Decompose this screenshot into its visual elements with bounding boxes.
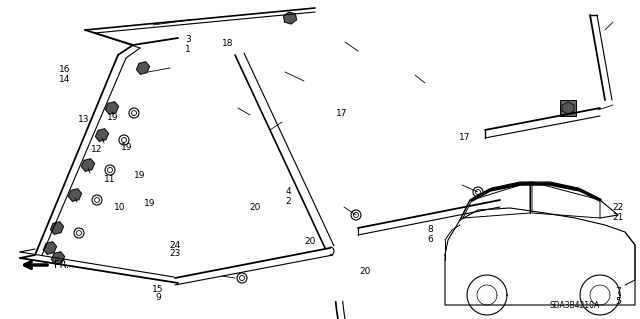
Text: 12: 12 (92, 145, 102, 153)
Text: 13: 13 (78, 115, 90, 123)
Text: 20: 20 (304, 236, 316, 246)
Text: 21: 21 (612, 212, 624, 221)
Polygon shape (106, 102, 118, 114)
Text: SDA3B4210A: SDA3B4210A (550, 301, 600, 310)
Polygon shape (136, 62, 150, 74)
Polygon shape (68, 189, 81, 201)
Text: 16: 16 (60, 64, 71, 73)
Text: 19: 19 (108, 113, 119, 122)
Text: 2: 2 (285, 197, 291, 205)
Text: 11: 11 (104, 174, 116, 183)
Text: 22: 22 (612, 203, 623, 211)
Text: 19: 19 (134, 172, 146, 181)
Text: 24: 24 (170, 241, 180, 250)
Text: 9: 9 (155, 293, 161, 301)
Text: 3: 3 (185, 34, 191, 43)
Polygon shape (51, 252, 65, 264)
Text: 20: 20 (250, 203, 260, 211)
Text: 5: 5 (615, 296, 621, 306)
Text: 17: 17 (460, 132, 471, 142)
Text: 18: 18 (222, 40, 234, 48)
Polygon shape (81, 159, 95, 171)
Text: 14: 14 (60, 75, 70, 84)
Text: 15: 15 (152, 285, 164, 293)
Polygon shape (95, 129, 109, 141)
Text: 4: 4 (285, 188, 291, 197)
Bar (560, 100, 576, 116)
Polygon shape (51, 222, 63, 234)
Polygon shape (284, 12, 296, 24)
Text: 23: 23 (170, 249, 180, 258)
Text: 6: 6 (427, 234, 433, 243)
Text: 10: 10 (115, 203, 125, 211)
Text: 19: 19 (144, 199, 156, 209)
Text: 1: 1 (185, 44, 191, 54)
Text: 19: 19 (121, 143, 132, 152)
Text: 20: 20 (359, 266, 371, 276)
Text: 7: 7 (615, 287, 621, 296)
Text: FR.: FR. (54, 260, 70, 270)
Polygon shape (44, 242, 56, 254)
Text: 17: 17 (336, 109, 348, 118)
Text: 8: 8 (427, 225, 433, 234)
Polygon shape (562, 102, 574, 114)
